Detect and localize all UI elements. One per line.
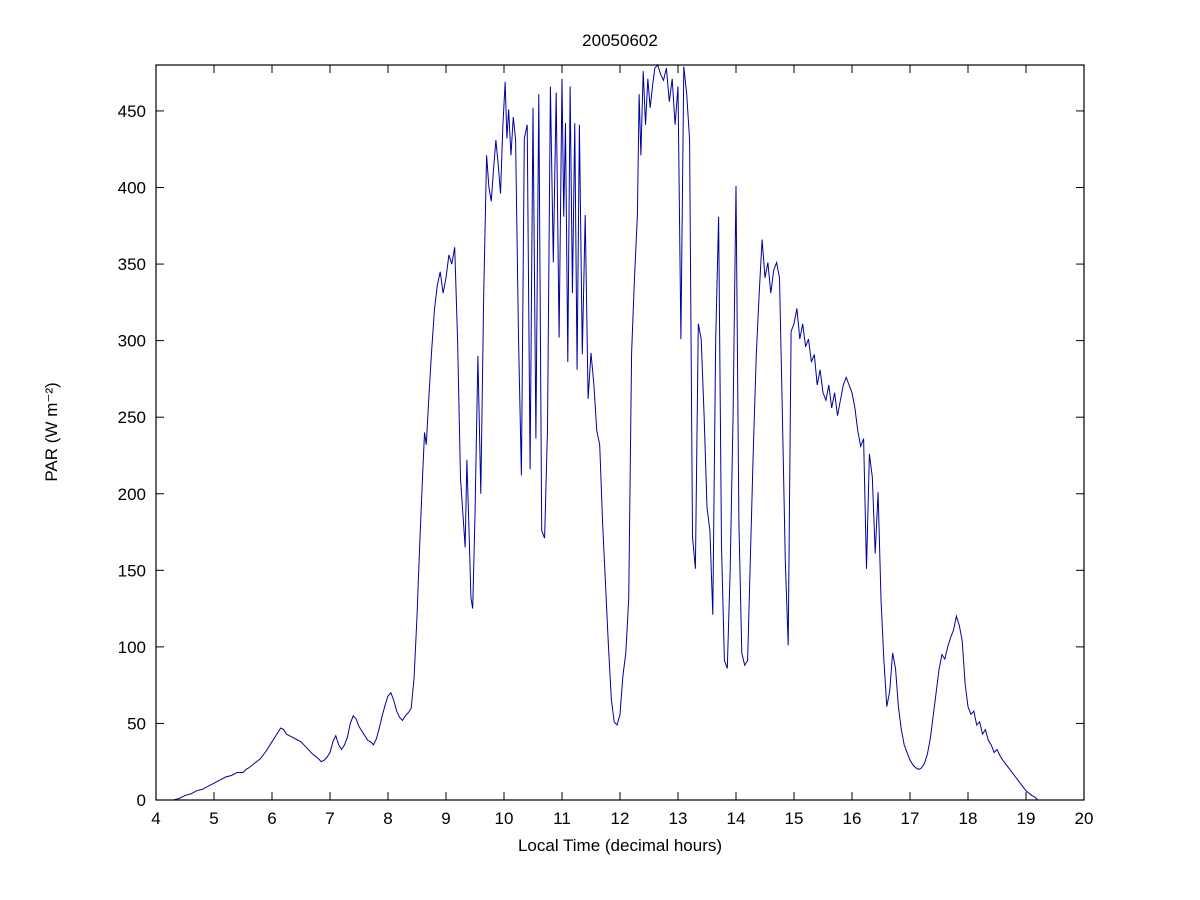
tick-labels: 4 5 6 7 8 9 10 11 12 13 14 15 16 17 18 19 20050100150200… [118,102,1094,828]
y-tick-label: 450 [118,102,146,121]
x-tick-label: 19 [1017,809,1036,828]
x-tick-label: 13 [669,809,688,828]
x-tick-label: 5 [209,809,218,828]
x-tick-label: 20 [1075,809,1094,828]
x-tick-label: 17 [901,809,920,828]
x-tick-label: 7 [325,809,334,828]
x-tick-label: 16 [843,809,862,828]
chart-title: 20050602 [582,31,658,50]
x-tick-label: 6 [267,809,276,828]
y-tick-label: 250 [118,408,146,427]
axes-box [155,64,1085,801]
x-tick-label: 11 [553,809,571,828]
y-tick-label: 50 [127,714,146,733]
y-tick-label: 0 [137,791,146,810]
x-tick-label: 12 [611,809,630,828]
par-series-line [173,64,1038,801]
y-axis-label: PAR (W m⁻²) [42,382,61,481]
x-tick-label: 18 [959,809,978,828]
y-tick-label: 400 [118,179,146,198]
tick-marks [155,65,1085,801]
y-tick-label: 200 [118,485,146,504]
x-tick-label: 9 [441,809,450,828]
y-tick-label: 150 [118,561,146,580]
x-tick-label: 4 [151,809,160,828]
x-tick-label: 8 [383,809,392,828]
y-tick-label: 300 [118,332,146,351]
y-tick-label: 350 [118,255,146,274]
x-tick-label: 15 [785,809,804,828]
y-tick-label: 100 [118,638,146,657]
x-tick-label: 14 [727,809,746,828]
x-tick-label: 10 [495,809,514,828]
x-axis-label: Local Time (decimal hours) [518,836,722,855]
